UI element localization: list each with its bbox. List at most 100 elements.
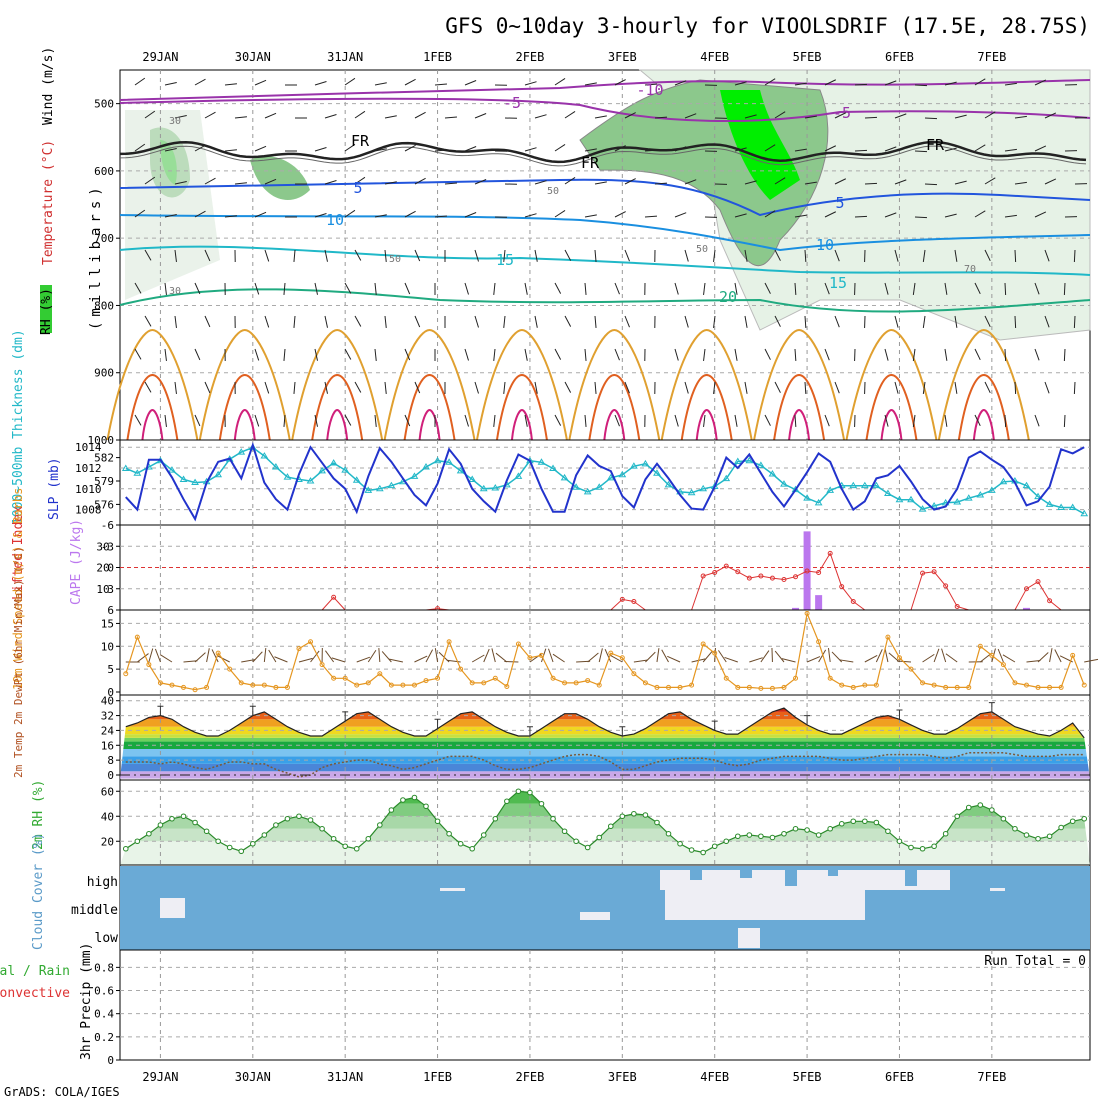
rh-band <box>120 841 1090 865</box>
wind-barb <box>624 381 630 394</box>
wind-barb <box>804 115 817 119</box>
wind-barb <box>884 648 889 663</box>
heat-contour <box>218 373 271 441</box>
cloud-cell <box>660 870 950 890</box>
wind-barb <box>864 116 878 119</box>
wind-barb <box>974 282 981 295</box>
wind-barb <box>824 414 830 427</box>
wind-barb <box>554 78 566 86</box>
contour-label: 10 <box>816 236 834 254</box>
heat-contour <box>972 408 995 441</box>
wind-barb <box>945 653 958 663</box>
isotherm-fr <box>119 140 1087 164</box>
thickness-axis-label: 1000~500mb Thickness (dm) <box>11 329 26 525</box>
wind-barb <box>1002 654 1016 663</box>
wind-barb <box>134 143 146 152</box>
wind-barb <box>824 348 830 361</box>
temp-axis-label: 2m Temp 2m DewPt (6hr Min/Max) (°C) <box>12 546 25 778</box>
wind-barb <box>894 179 907 185</box>
wind-barb <box>1044 381 1050 394</box>
temp-band <box>120 741 1090 749</box>
wind-point <box>1070 652 1076 658</box>
wind-point <box>458 666 464 672</box>
lifted-cape-panel: -6 -3 0 3 6 10 20 30 Lifted Index CAPE (J/kg) <box>11 506 1091 617</box>
rh-point <box>492 815 499 822</box>
wind-barb <box>894 113 907 119</box>
thickness-point <box>826 486 835 493</box>
rh-point <box>561 828 568 835</box>
rh-point <box>261 832 268 838</box>
run-total: Run Total = 0 <box>984 954 1086 969</box>
wind-barb <box>933 648 940 663</box>
rh-point <box>734 833 741 840</box>
wind-barb <box>764 282 771 294</box>
wind-point <box>666 684 672 690</box>
wind-barb <box>144 176 156 185</box>
wind-point <box>642 680 648 686</box>
rh-point <box>642 812 649 818</box>
thickness-point <box>387 481 396 489</box>
rh-point <box>885 828 891 835</box>
wind-barb <box>794 282 797 296</box>
wind-barb <box>1044 249 1050 262</box>
lifted-point <box>1023 586 1029 592</box>
thickness-point <box>364 486 373 493</box>
wind-barb <box>1014 381 1017 395</box>
tick-label: 0.4 <box>94 1008 114 1021</box>
wind-barb <box>404 414 411 427</box>
wind-barb <box>564 381 572 393</box>
rh-point <box>1035 835 1041 842</box>
wind-barb <box>344 143 356 152</box>
wind-barb <box>734 282 738 295</box>
date-label: 29JAN <box>142 50 178 64</box>
wind-barb <box>404 348 411 361</box>
wind-barb <box>444 182 457 185</box>
slp-thickness-plot: 576 579 582 1008 1010 1012 1014 <box>75 440 1090 525</box>
wind-barb <box>254 145 267 152</box>
rh-point <box>157 822 164 828</box>
wind-point <box>181 684 187 690</box>
contour-label: 30 <box>169 116 181 127</box>
wind-barb <box>183 660 198 663</box>
heat-contour <box>326 408 349 441</box>
wind-barb <box>922 381 926 394</box>
wind-point <box>758 685 764 691</box>
lifted-point <box>758 573 764 579</box>
rh-point <box>226 844 233 851</box>
thickness-point <box>872 481 881 489</box>
rh-point <box>538 800 545 807</box>
wind-barb <box>354 110 366 119</box>
tick-label: 1000 <box>88 434 115 447</box>
wind-barb <box>804 381 807 395</box>
rh-point <box>180 813 187 820</box>
wind-barb <box>204 381 211 394</box>
wind-barb <box>264 112 277 119</box>
wind-barb <box>794 82 807 86</box>
wind-point <box>654 684 660 690</box>
wind-barb <box>414 381 421 394</box>
cloud-level-label: middle <box>71 903 118 918</box>
rh-point <box>827 825 833 832</box>
rh-point <box>954 813 961 820</box>
wind-barb <box>234 116 247 119</box>
wind-barb <box>609 654 623 663</box>
wind-barb <box>774 315 781 327</box>
wind-barb <box>824 145 837 152</box>
wind-barb <box>584 82 597 86</box>
tick-label: 60 <box>101 785 114 798</box>
wind-barb <box>534 114 547 119</box>
wind-point <box>469 680 475 686</box>
rh-point <box>307 817 314 823</box>
wind-barb <box>194 348 201 361</box>
thickness-point <box>1045 500 1054 507</box>
wind-barb <box>154 648 161 663</box>
wind-point <box>850 684 856 690</box>
upper-air-panel: -10 -5 -5 FR FR FR 5 5 10 10 15 15 20 30 50 50 50 70 30 50… <box>39 47 1091 447</box>
wind-barb <box>495 652 508 663</box>
wind-barb <box>684 179 697 185</box>
wind-point <box>608 650 614 656</box>
thickness-point <box>329 459 338 466</box>
wind-barb <box>944 414 948 427</box>
heat-contour <box>957 373 1010 441</box>
isotherm-20 <box>119 288 1091 313</box>
